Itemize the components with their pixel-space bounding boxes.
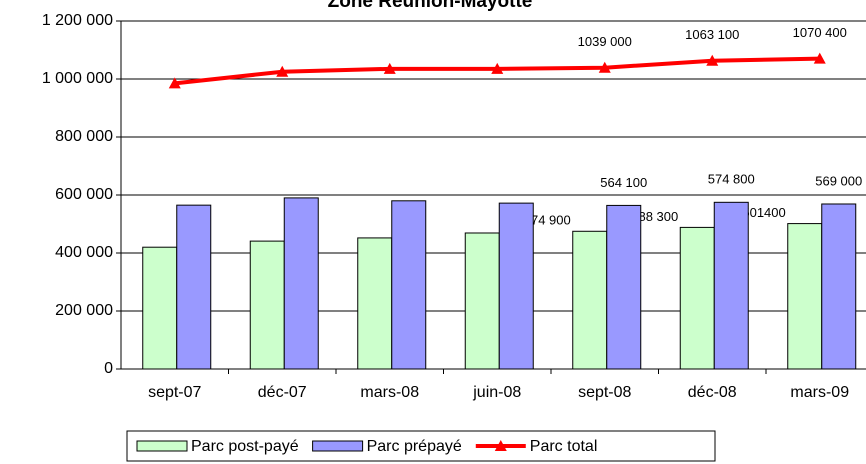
bar bbox=[821, 203, 857, 370]
bar bbox=[357, 237, 393, 370]
marker bbox=[168, 77, 181, 89]
data-label: 474 900 bbox=[524, 213, 571, 228]
x-tick-label: déc-07 bbox=[258, 384, 307, 401]
data-label: 501400 bbox=[742, 205, 785, 220]
legend-marker bbox=[494, 440, 507, 451]
x-tick-label: mars-09 bbox=[790, 384, 849, 401]
data-label: 488 300 bbox=[631, 209, 678, 224]
chart-title: Zone Réunion-Mayotte bbox=[328, 0, 533, 12]
y-tick-label: 400 000 bbox=[55, 244, 113, 261]
data-label: 1039 000 bbox=[578, 34, 632, 49]
marker bbox=[276, 65, 289, 77]
y-tick-label: 1 000 000 bbox=[42, 70, 113, 87]
marker bbox=[383, 62, 396, 74]
bar bbox=[464, 232, 500, 370]
marker bbox=[598, 61, 611, 73]
bar bbox=[142, 246, 178, 370]
bar bbox=[176, 204, 212, 370]
data-label: 564 100 bbox=[600, 175, 647, 190]
legend-swatch bbox=[136, 440, 188, 452]
x-tick-label: déc-08 bbox=[688, 384, 737, 401]
legend-box bbox=[126, 430, 716, 462]
bar bbox=[679, 226, 715, 370]
data-label: 574 800 bbox=[708, 172, 755, 187]
y-tick-label: 0 bbox=[104, 360, 113, 377]
legend-label: Parc prépayé bbox=[367, 438, 462, 455]
marker bbox=[491, 62, 504, 74]
marker bbox=[813, 52, 826, 64]
bar bbox=[572, 230, 608, 370]
bar bbox=[606, 204, 642, 370]
x-tick-label: juin-08 bbox=[472, 384, 521, 401]
bar bbox=[391, 200, 427, 370]
x-tick-label: mars-08 bbox=[360, 384, 419, 401]
bar bbox=[787, 223, 823, 370]
y-tick-label: 200 000 bbox=[55, 302, 113, 319]
legend-swatch bbox=[312, 440, 364, 452]
x-tick-label: sept-07 bbox=[148, 384, 201, 401]
bar bbox=[498, 202, 534, 370]
x-tick-label: sept-08 bbox=[578, 384, 631, 401]
bar bbox=[713, 201, 749, 370]
data-label: 1070 400 bbox=[793, 25, 847, 40]
legend-label: Parc post-payé bbox=[191, 438, 299, 455]
y-tick-label: 600 000 bbox=[55, 186, 113, 203]
legend-label: Parc total bbox=[530, 438, 598, 455]
bar bbox=[283, 197, 319, 370]
y-tick-label: 1 200 000 bbox=[42, 12, 113, 29]
bar bbox=[249, 240, 285, 370]
data-label: 569 000 bbox=[815, 173, 862, 188]
data-label: 1063 100 bbox=[685, 27, 739, 42]
y-tick-label: 800 000 bbox=[55, 128, 113, 145]
marker bbox=[706, 54, 719, 66]
